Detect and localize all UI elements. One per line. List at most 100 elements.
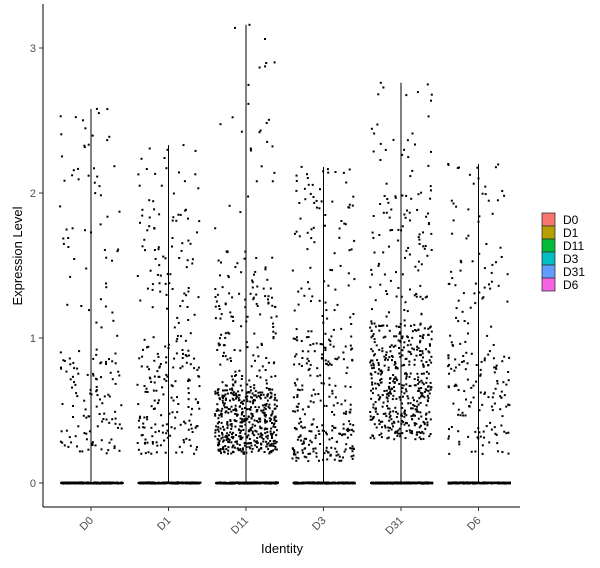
data-point [231,450,234,453]
data-point [274,448,277,451]
data-point [175,219,178,222]
data-point [215,425,218,428]
data-point [402,395,404,398]
legend-label: D3 [563,252,579,266]
data-point [251,423,254,426]
data-point [352,430,355,433]
data-point [385,389,388,392]
data-point [448,435,450,438]
data-point [165,361,168,364]
data-point [144,452,147,455]
data-point [267,298,269,301]
data-point [153,227,156,229]
data-point [409,402,412,405]
data-point [260,165,263,168]
data-point [91,442,94,445]
data-point [420,312,423,315]
data-point [236,440,238,443]
data-point [508,404,511,407]
data-point [268,452,271,455]
data-point [221,436,224,439]
data-point [379,420,382,423]
data-point [218,439,221,442]
data-point [293,382,296,385]
data-point [269,430,272,433]
data-point [452,402,455,405]
data-point [169,273,172,276]
data-point [307,281,309,284]
data-point [151,441,154,443]
data-point [371,418,373,421]
data-point [303,437,306,440]
data-point [196,446,198,449]
data-point [181,349,184,351]
data-point [373,132,376,135]
data-point [489,287,492,290]
data-point [487,353,490,356]
data-point [77,167,79,170]
data-point [305,437,308,440]
data-point [310,394,313,397]
data-point [412,403,415,406]
data-point [158,282,161,285]
data-point [316,375,319,378]
data-point [276,405,278,408]
data-point [352,454,355,457]
data-point [348,420,351,423]
data-point [349,316,352,319]
data-point [301,451,304,454]
data-point [61,403,64,405]
data-point [173,357,176,360]
data-point [142,348,144,351]
data-point [214,227,217,230]
data-point [197,366,200,369]
data-point [255,180,258,183]
data-point [401,153,404,156]
data-point [342,412,345,415]
data-point [417,390,420,392]
data-point [224,355,227,358]
data-point [321,353,324,356]
data-point [221,399,224,402]
data-point [419,295,422,298]
data-point [157,399,160,402]
data-point [178,171,180,174]
data-point [342,358,345,361]
data-point [229,399,231,402]
data-point [448,428,450,431]
data-point [419,411,422,414]
data-point [159,363,162,365]
data-point [401,273,404,276]
data-point [410,407,412,410]
data-point [404,256,406,259]
data-point [227,276,230,279]
data-point [430,93,433,96]
data-point [157,248,160,251]
data-point [395,377,398,380]
data-point [197,187,200,190]
data-point [311,183,314,186]
data-point [150,405,153,408]
data-point [501,360,504,363]
data-point [483,286,486,289]
data-point [491,409,494,412]
data-point [266,437,269,440]
legend-item-D0: D0 [541,212,579,227]
data-point [393,381,396,384]
data-point [144,390,147,393]
data-point [59,440,62,443]
data-point [352,448,355,450]
data-point [187,406,190,408]
data-point [427,400,429,403]
data-point [262,440,265,443]
data-point [183,292,186,295]
data-point [235,394,238,397]
data-point [257,421,260,424]
data-point [273,171,276,174]
data-point [475,380,478,383]
data-point [255,302,258,305]
data-point [60,430,63,433]
data-point [372,236,375,239]
data-point [178,257,181,259]
data-point [335,450,338,453]
